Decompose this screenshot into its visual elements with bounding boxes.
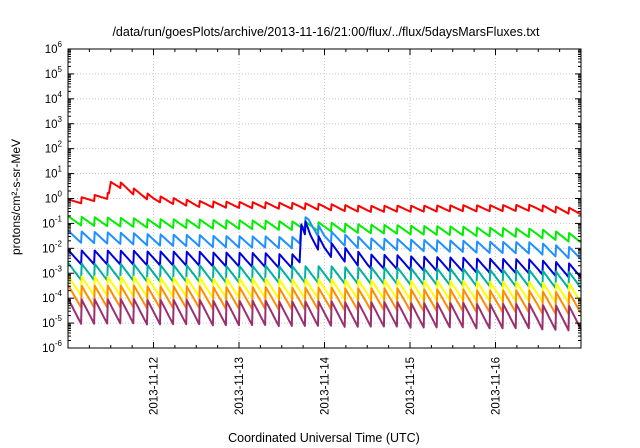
y-tick-label: 105 xyxy=(45,65,63,81)
y-tick-label: 101 xyxy=(45,165,63,181)
series-line xyxy=(67,216,582,260)
y-tick-label: 103 xyxy=(45,115,63,131)
x-tick-label: 2013-11-16 xyxy=(491,357,503,415)
y-tick-labels: 10-6 10-5 10-4 10-3 10-2 10-1 100 101 102 103 104 1… xyxy=(42,40,62,355)
series-line xyxy=(67,284,582,315)
x-tick-label: 2013-11-15 xyxy=(405,357,417,415)
x-axis-label: Coordinated Universal Time (UTC) xyxy=(228,431,420,445)
y-axis-label: protons/cm²-s-sr-MeV xyxy=(9,139,23,255)
series-line xyxy=(67,262,582,290)
series-line xyxy=(67,180,582,216)
series-line xyxy=(67,275,582,304)
y-tick-label: 104 xyxy=(45,90,63,106)
axis-ticks xyxy=(68,48,581,349)
y-tick-label: 10-3 xyxy=(42,264,62,280)
y-tick-label: 10-4 xyxy=(42,289,62,305)
x-tick-labels: 2013-11-12 2013-11-13 2013-11-14 2013-11-15… xyxy=(149,356,503,415)
y-tick-label: 102 xyxy=(45,140,63,156)
y-tick-label: 10-6 xyxy=(42,339,62,355)
x-tick-label: 2013-11-13 xyxy=(234,357,246,415)
series-line xyxy=(67,215,582,244)
x-tick-label: 2013-11-14 xyxy=(320,356,332,415)
y-tick-label: 100 xyxy=(45,190,63,206)
y-tick-label: 10-1 xyxy=(42,214,62,230)
series-line xyxy=(67,298,582,332)
y-tick-label: 10-5 xyxy=(42,314,62,330)
y-tick-label: 10-2 xyxy=(42,239,62,255)
x-tick-label: 2013-11-12 xyxy=(149,357,161,415)
y-tick-label: 106 xyxy=(45,40,63,56)
series-line xyxy=(67,220,582,279)
series-layer xyxy=(67,180,582,332)
chart-title: /data/run/goesPlots/archive/2013-11-16/2… xyxy=(112,25,540,39)
